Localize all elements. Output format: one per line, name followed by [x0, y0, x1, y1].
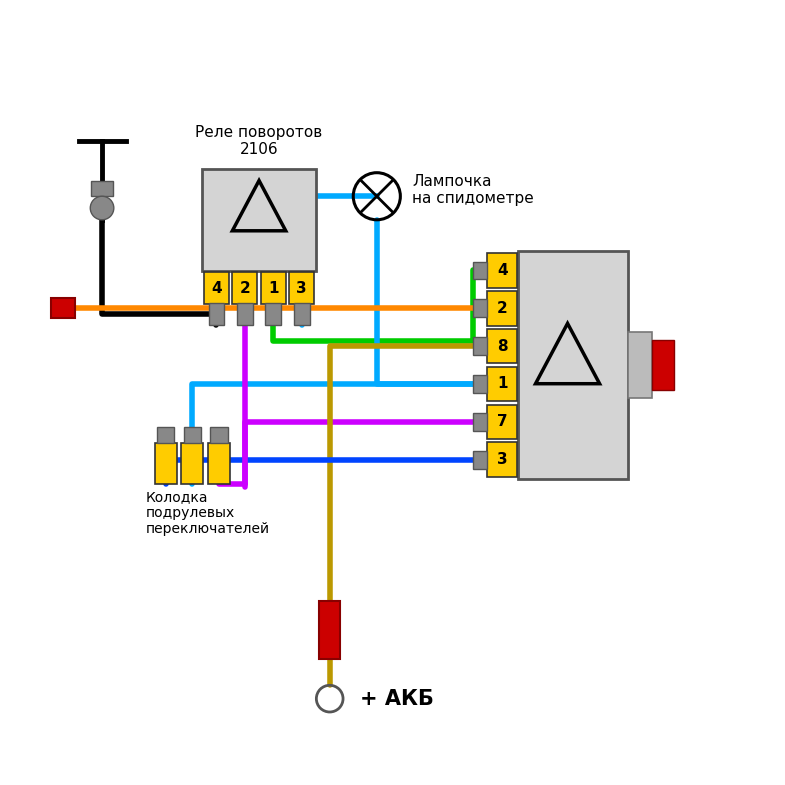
Text: Лампочка
на спидометре: Лампочка на спидометре — [412, 173, 534, 206]
Text: 8: 8 — [497, 338, 508, 353]
Bar — [265, 303, 281, 325]
Text: + АКБ: + АКБ — [360, 688, 433, 709]
Bar — [181, 443, 203, 484]
Bar — [210, 427, 228, 443]
Circle shape — [90, 196, 114, 220]
Bar — [294, 303, 309, 325]
FancyBboxPatch shape — [518, 251, 628, 479]
FancyBboxPatch shape — [203, 169, 316, 271]
Text: 4: 4 — [211, 280, 221, 296]
Bar — [487, 329, 517, 363]
Bar — [487, 443, 517, 477]
Bar — [628, 332, 652, 398]
Bar — [261, 272, 286, 304]
Bar — [208, 443, 230, 484]
Bar — [204, 272, 229, 304]
Bar — [232, 272, 257, 304]
Bar — [157, 427, 174, 443]
Bar — [473, 451, 487, 469]
Text: Реле поворотов
2106: Реле поворотов 2106 — [195, 125, 323, 157]
Text: 2: 2 — [497, 301, 508, 316]
Bar — [237, 303, 253, 325]
Bar — [473, 413, 487, 430]
Bar — [51, 298, 75, 319]
Bar — [473, 261, 487, 279]
Bar — [209, 303, 225, 325]
Text: 7: 7 — [497, 414, 508, 429]
Text: 2: 2 — [239, 280, 250, 296]
Bar — [319, 601, 340, 659]
Text: Колодка
подрулевых
переключателей: Колодка подрулевых переключателей — [146, 490, 270, 536]
Bar — [487, 290, 517, 326]
Bar — [473, 338, 487, 355]
Text: 3: 3 — [297, 280, 307, 296]
Bar — [155, 443, 177, 484]
Bar — [487, 367, 517, 401]
Text: 4: 4 — [497, 263, 508, 278]
Bar — [473, 299, 487, 317]
Text: 1: 1 — [497, 377, 508, 392]
Bar — [184, 427, 201, 443]
Bar — [289, 272, 314, 304]
Bar — [473, 375, 487, 392]
Text: 1: 1 — [268, 280, 279, 296]
Bar — [91, 181, 113, 196]
Text: 3: 3 — [497, 452, 508, 467]
Bar — [487, 253, 517, 287]
Bar — [652, 340, 674, 390]
Bar — [487, 404, 517, 440]
